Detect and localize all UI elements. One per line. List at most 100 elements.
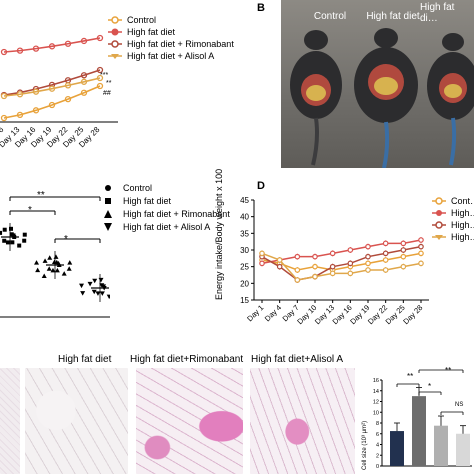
significance-label: ***	[100, 72, 109, 79]
histology-image	[0, 368, 20, 474]
data-point	[329, 263, 336, 270]
data-point	[382, 267, 389, 273]
series-line	[261, 252, 422, 281]
data-point	[400, 253, 407, 260]
legend-label: High fat diet + Alisol A	[123, 221, 211, 232]
legend-item: High…	[432, 207, 474, 219]
legend-item: High…	[432, 219, 474, 231]
data-point	[67, 260, 73, 265]
data-point	[294, 267, 301, 273]
panel-letter: D	[257, 180, 265, 192]
legend-label: High fat diet + Alisol A	[127, 51, 215, 61]
mice-illustration	[290, 28, 474, 169]
significance-label: **	[407, 372, 414, 381]
data-point	[5, 240, 10, 245]
legend-label: High fat diet + Rimonabant	[127, 39, 234, 49]
legend-item: High fat diet + Alisol A	[103, 220, 230, 233]
histology-image	[136, 368, 243, 474]
data-point	[79, 283, 85, 289]
data-point	[365, 253, 371, 260]
bar	[456, 433, 470, 466]
data-point	[0, 230, 3, 235]
panel-c-legend: Control High fat diet High fat diet + Ri…	[103, 181, 230, 233]
panel-letter: B	[257, 2, 265, 14]
bar	[390, 431, 404, 466]
data-point	[53, 254, 59, 259]
data-point	[2, 238, 7, 243]
x-tick-label: Day 28	[401, 303, 424, 326]
data-point	[400, 247, 407, 253]
panel-c-plot	[0, 196, 110, 318]
bar	[412, 396, 426, 466]
data-point	[92, 278, 98, 284]
data-point	[17, 243, 22, 248]
data-point	[365, 243, 371, 250]
y-tick-label: 0	[376, 464, 379, 470]
significance-label: *	[428, 382, 432, 391]
data-point	[22, 238, 27, 243]
data-point	[400, 240, 407, 247]
panel-e-bar-chart: 0 2 4 6 8 10 12 14 16	[373, 369, 472, 470]
histology-image	[250, 368, 355, 474]
series-line	[261, 239, 422, 265]
data-point	[80, 291, 86, 296]
photo-header: Control	[313, 11, 347, 22]
data-point	[54, 267, 60, 273]
legend-label: High fat diet	[123, 195, 172, 206]
data-point	[10, 240, 15, 245]
series-line	[261, 252, 422, 271]
photo-header: High fat di… +Rimonaba…	[420, 2, 455, 24]
data-point	[2, 227, 7, 232]
y-tick-label: 40	[240, 213, 249, 222]
mouse-photo	[281, 0, 474, 169]
data-point	[34, 260, 40, 265]
histology-header: High fat diet+Alisol A	[251, 354, 343, 365]
y-tick-label: 15	[240, 296, 249, 305]
data-point	[99, 283, 105, 288]
legend-item: High fat diet	[103, 194, 230, 207]
data-point	[276, 263, 283, 270]
data-point	[259, 260, 265, 267]
legend-label: High…	[451, 232, 474, 242]
photo-header: High fat diet	[366, 11, 420, 22]
data-point	[382, 250, 389, 257]
legend-item: Control	[103, 181, 230, 194]
series-line	[3, 37, 101, 53]
data-point	[418, 237, 424, 243]
data-point	[66, 266, 72, 271]
series-line	[261, 245, 422, 281]
legend-label: High fat diet	[127, 27, 176, 37]
data-point	[347, 260, 354, 267]
legend-label: High…	[451, 220, 474, 230]
data-point	[50, 267, 56, 273]
y-axis-label: Cell size (10³ μm²)	[362, 420, 368, 470]
data-point	[61, 271, 67, 276]
y-tick-label: 8	[376, 421, 379, 427]
data-point	[365, 267, 371, 273]
y-tick-label: 14	[373, 389, 379, 395]
y-tick-label: 35	[240, 229, 249, 238]
significance-label: NS	[455, 402, 464, 408]
series-line	[3, 85, 101, 119]
data-point	[9, 232, 14, 237]
data-point	[46, 266, 52, 271]
data-point	[98, 277, 104, 283]
data-point	[22, 232, 27, 237]
data-point	[312, 253, 318, 260]
data-point	[99, 291, 105, 296]
legend-item: High fat diet + Alisol A	[108, 50, 234, 62]
legend-item: High fat diet + Rimonabant	[103, 207, 230, 220]
legend-item: High…	[432, 231, 474, 243]
significance-label: *	[28, 205, 32, 216]
data-point	[294, 277, 301, 283]
panel-a-legend: Control High fat diet High fat diet + Ri…	[108, 14, 234, 62]
data-point	[418, 250, 424, 257]
bar	[434, 425, 448, 466]
y-tick-label: 30	[240, 246, 249, 255]
y-tick-label: 45	[240, 196, 249, 205]
y-tick-label: 10	[373, 410, 379, 416]
histology-header: High fat diet	[58, 354, 112, 365]
y-tick-label: 16	[373, 378, 379, 384]
legend-label: Control	[123, 182, 153, 193]
